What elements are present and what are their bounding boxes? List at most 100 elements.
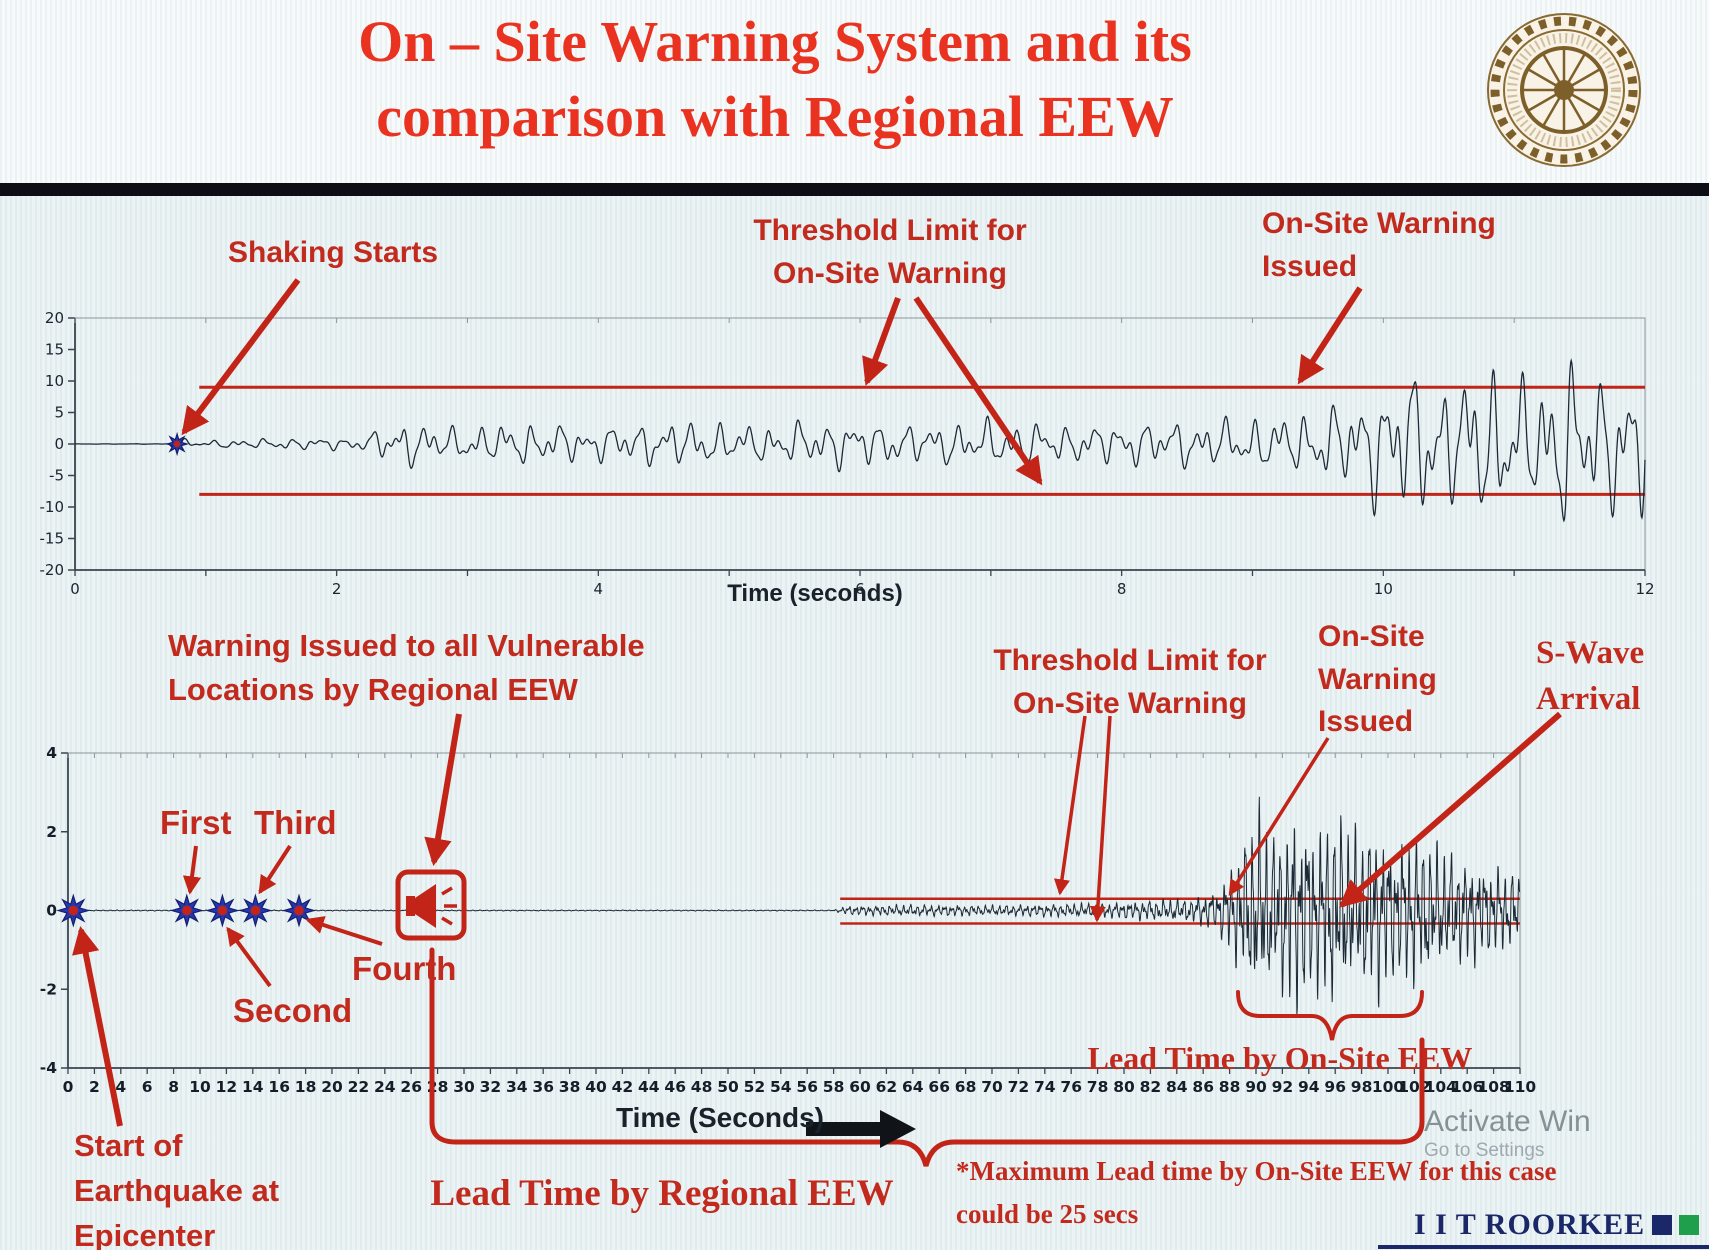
brand-text: I I T ROORKEE <box>1414 1208 1646 1241</box>
svg-text:16: 16 <box>268 1078 290 1096</box>
label-onsite-warning-top-line2: Issued <box>1262 249 1358 283</box>
svg-text:70: 70 <box>981 1078 1003 1096</box>
svg-text:44: 44 <box>638 1078 660 1096</box>
label-onsite-warning-top: On-Site Warning Issued <box>1262 203 1496 288</box>
arrow-third-pwave <box>258 844 292 895</box>
svg-text:6: 6 <box>142 1078 153 1096</box>
svg-text:80: 80 <box>1113 1078 1135 1096</box>
label-threshold-top-line1: Threshold Limit for <box>753 214 1027 247</box>
svg-text:104: 104 <box>1425 1078 1458 1096</box>
svg-text:66: 66 <box>928 1078 950 1096</box>
arrow-fourth-pwave <box>305 916 383 946</box>
svg-text:4: 4 <box>594 580 604 598</box>
svg-text:-2: -2 <box>40 980 57 998</box>
label-onsite-warning-bottom-line2: Warning <box>1318 662 1437 696</box>
svg-text:98: 98 <box>1351 1078 1373 1096</box>
footer-rule <box>1378 1245 1709 1249</box>
svg-text:10: 10 <box>45 372 64 390</box>
brand-square-green <box>1679 1215 1700 1235</box>
label-onsite-warning-top-line1: On-Site Warning <box>1262 207 1496 240</box>
svg-text:74: 74 <box>1034 1078 1056 1096</box>
svg-text:54: 54 <box>770 1078 792 1096</box>
brand-square-navy <box>1652 1215 1673 1235</box>
svg-text:100: 100 <box>1372 1078 1405 1096</box>
svg-text:68: 68 <box>955 1078 977 1096</box>
arrow-shaking-starts <box>181 278 301 436</box>
label-start-line3: Epicenter <box>74 1217 216 1250</box>
label-max-lead-time: *Maximum Lead time by On-Site EEW for th… <box>956 1150 1557 1236</box>
svg-text:5: 5 <box>54 404 64 422</box>
title-line2: comparison with Regional EEW <box>376 84 1174 150</box>
svg-text:110: 110 <box>1504 1078 1537 1096</box>
svg-text:58: 58 <box>823 1078 845 1096</box>
arrow-threshold-top-upper <box>862 296 901 386</box>
svg-text:76: 76 <box>1060 1078 1082 1096</box>
svg-text:108: 108 <box>1477 1078 1509 1096</box>
page-title: On – Site Warning System and its compari… <box>80 4 1470 155</box>
label-threshold-bottom-line1: Threshold Limit for <box>993 644 1267 677</box>
label-max-lead-line1: *Maximum Lead time by On-Site EEW for th… <box>956 1156 1557 1186</box>
label-lead-time-regional: Lead Time by Regional EEW <box>430 1173 894 1214</box>
label-start-epicenter: Start of Earthquake at Epicenter <box>74 1124 279 1250</box>
arrow-start-epicenter <box>72 925 123 1127</box>
svg-text:48: 48 <box>691 1078 713 1096</box>
top-chart: 20 15 10 5 0 -5 -10 -15 -20 0 2 4 6 8 10 12 <box>40 309 1655 598</box>
bottom-chart-xlabel: Time (Seconds) <box>616 1102 824 1133</box>
label-regional-warning-line1: Warning Issued to all Vulnerable <box>168 628 645 663</box>
iit-roorkee-wordmark: I I T ROORKEE <box>1414 1208 1700 1242</box>
label-threshold-top-line2: On-Site Warning <box>773 256 1007 290</box>
svg-text:2: 2 <box>89 1078 100 1096</box>
svg-text:88: 88 <box>1219 1078 1241 1096</box>
label-onsite-warning-bottom-line3: Issued <box>1318 705 1414 739</box>
watermark-line1: Activate Win <box>1424 1105 1591 1138</box>
time-axis-arrow-icon <box>806 1110 916 1148</box>
label-threshold-bottom: Threshold Limit for On-Site Warning <box>980 640 1280 725</box>
svg-text:0: 0 <box>46 902 57 920</box>
arrow-threshold-bottom-upper <box>1053 715 1087 896</box>
header-divider <box>0 183 1709 196</box>
svg-text:38: 38 <box>559 1078 581 1096</box>
label-start-line1: Start of <box>74 1128 183 1163</box>
lead-time-onsite-brace <box>1236 990 1424 1041</box>
svg-text:0: 0 <box>63 1078 74 1096</box>
svg-text:46: 46 <box>664 1078 686 1096</box>
svg-text:36: 36 <box>532 1078 554 1096</box>
label-start-line2: Earthquake at <box>74 1172 280 1208</box>
svg-text:8: 8 <box>168 1078 179 1096</box>
label-second-pwave: Second <box>233 992 353 1029</box>
arrow-threshold-bottom-lower <box>1089 715 1112 923</box>
watermark-line2: Go to Settings <box>1424 1140 1545 1161</box>
label-first-pwave: First <box>160 804 232 841</box>
svg-text:24: 24 <box>374 1078 396 1096</box>
label-threshold-top: Threshold Limit for On-Site Warning <box>735 210 1045 295</box>
svg-text:30: 30 <box>453 1078 475 1096</box>
svg-text:78: 78 <box>1087 1078 1109 1096</box>
regional-eew-alert-icon <box>395 869 467 941</box>
top-chart-xlabel: Time (seconds) <box>727 580 903 607</box>
label-swave-line1: S-Wave <box>1536 635 1645 671</box>
header-background <box>0 0 1709 183</box>
svg-text:0: 0 <box>54 435 64 453</box>
svg-text:4: 4 <box>115 1078 126 1096</box>
bottom-chart-thresholds <box>840 897 1520 925</box>
svg-text:26: 26 <box>400 1078 422 1096</box>
top-chart-waveform <box>75 358 1646 523</box>
activate-windows-watermark: Activate Win Go to Settings <box>1424 1104 1591 1163</box>
svg-text:62: 62 <box>876 1078 898 1096</box>
svg-text:20: 20 <box>321 1078 343 1096</box>
label-swave-arrival: S-Wave Arrival <box>1536 630 1644 722</box>
svg-text:82: 82 <box>1140 1078 1162 1096</box>
arrow-first-pwave <box>182 845 202 895</box>
svg-text:12: 12 <box>216 1078 238 1096</box>
iit-roorkee-logo-icon <box>1487 13 1641 167</box>
svg-text:34: 34 <box>506 1078 528 1096</box>
label-swave-line2: Arrival <box>1536 681 1641 718</box>
svg-text:22: 22 <box>348 1078 370 1096</box>
bottom-chart: 420-2-40 2 4 6 8 10 12 14 16 18 20 22 24 26 28 30 32 34 36… <box>40 744 1537 1096</box>
title-line1: On – Site Warning System and its <box>358 9 1192 74</box>
label-onsite-warning-bottom-line1: On-Site <box>1318 620 1425 653</box>
svg-text:15: 15 <box>45 341 64 359</box>
svg-text:90: 90 <box>1245 1078 1267 1096</box>
svg-text:50: 50 <box>717 1078 739 1096</box>
